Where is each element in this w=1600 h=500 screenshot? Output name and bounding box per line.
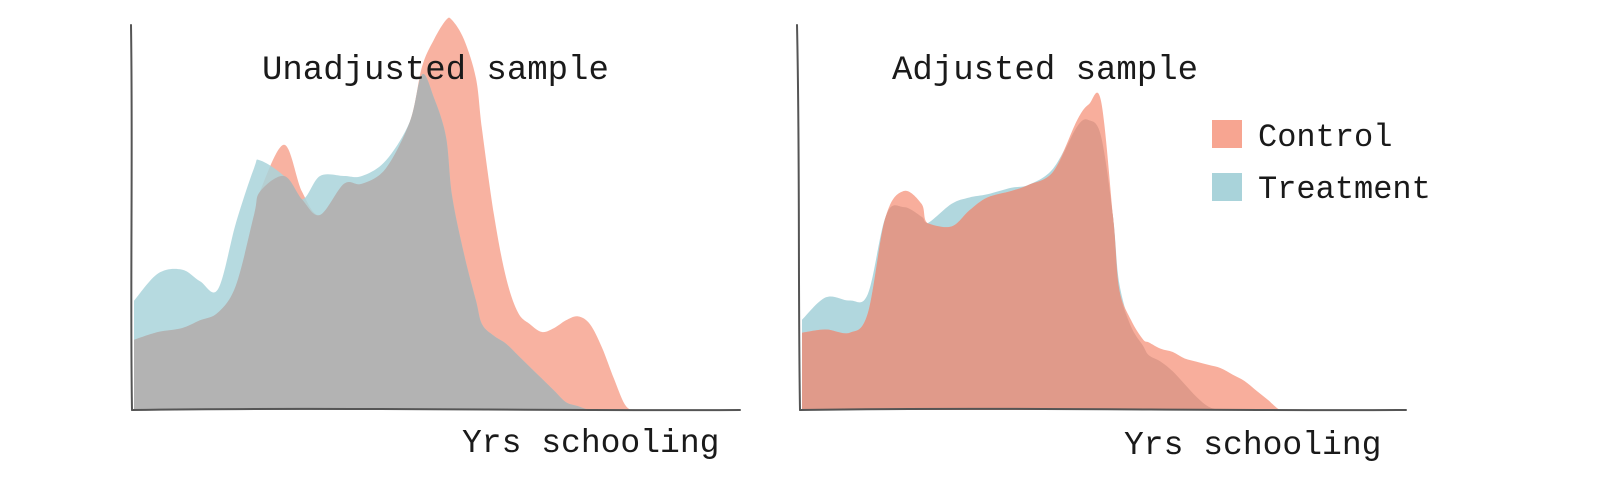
unadjusted-x-axis: [131, 407, 741, 412]
legend-control-swatch: [1212, 120, 1242, 148]
unadjusted-chart-title: Unadjusted sample: [262, 52, 609, 90]
legend-treatment-label: Treatment: [1258, 171, 1431, 208]
adjusted-x-axis: [799, 407, 1407, 412]
legend-control-label: Control: [1258, 119, 1392, 156]
legend: Control Treatment: [1212, 119, 1431, 208]
adjusted-chart-title: Adjusted sample: [892, 52, 1198, 90]
adjusted-chart-panel: Adjusted sample Yrs schooling Control Tr…: [796, 24, 1431, 464]
adjusted-overlap-area: [802, 119, 1341, 411]
legend-treatment-swatch: [1212, 173, 1242, 201]
adjusted-x-axis-label: Yrs schooling: [1124, 427, 1381, 464]
unadjusted-x-axis-label: Yrs schooling: [462, 425, 719, 462]
unadjusted-overlap-area: [134, 74, 674, 411]
unadjusted-chart-panel: Unadjusted sample Yrs schooling: [130, 17, 741, 462]
adjusted-y-axis: [796, 24, 801, 411]
unadjusted-y-axis: [130, 24, 133, 411]
